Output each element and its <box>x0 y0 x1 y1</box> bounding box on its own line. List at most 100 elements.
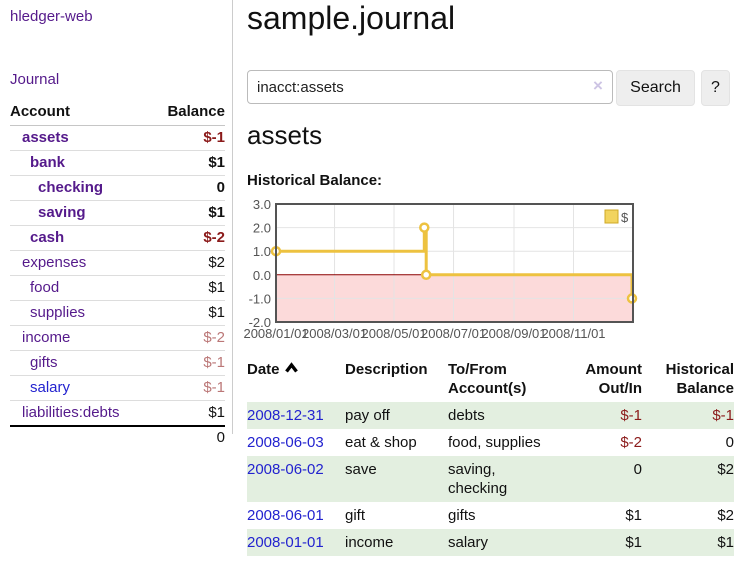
transaction-amount: $-1 <box>620 407 642 424</box>
register-header-amount: Amount Out/In <box>585 361 642 397</box>
search-input[interactable] <box>247 70 613 104</box>
sidebar-account-link-cash[interactable]: cash <box>30 229 65 246</box>
x-tick-label: 2008/01/01 <box>243 326 308 341</box>
register-header-balance: Historical Balance <box>665 361 734 397</box>
transaction-balance: 0 <box>725 434 734 451</box>
account-row: bank $1 <box>10 150 225 176</box>
account-balance: $1 <box>150 300 225 326</box>
account-row: saving $1 <box>10 200 225 226</box>
transaction-accounts: saving, checking <box>448 461 508 497</box>
sidebar-account-link-income[interactable]: income <box>22 329 71 346</box>
transaction-balance: $2 <box>717 507 734 524</box>
transaction-accounts: gifts <box>448 507 476 524</box>
account-row: income $-2 <box>10 325 225 351</box>
transaction-amount: $1 <box>625 507 642 524</box>
x-tick-label: 2008/05/01 <box>361 326 426 341</box>
x-tick-label: 2008/07/01 <box>421 326 486 341</box>
sidebar-account-link-expenses[interactable]: expenses <box>22 254 87 271</box>
date-header-label: Date <box>247 361 280 378</box>
register-header-accounts: To/From Account(s) <box>448 361 527 397</box>
transaction-amount: $1 <box>625 534 642 551</box>
brand-link[interactable]: hledger-web <box>10 8 93 25</box>
transaction-date-link[interactable]: 2008-06-03 <box>247 434 324 451</box>
account-row: food $1 <box>10 275 225 301</box>
account-balance: $2 <box>150 250 225 276</box>
page-title: sample.journal <box>247 0 456 36</box>
account-row: cash $-2 <box>10 225 225 251</box>
register-row: 2008-06-01 gift gifts $1 $2 <box>247 502 734 529</box>
sidebar-account-link-food[interactable]: food <box>30 279 60 296</box>
account-row: supplies $1 <box>10 300 225 326</box>
sidebar-account-link-salary[interactable]: salary <box>30 379 71 396</box>
data-point-marker <box>420 269 432 281</box>
y-tick-label: 0.0 <box>253 268 271 283</box>
y-tick-label: 3.0 <box>253 197 271 212</box>
account-row: liabilities:debts $1 <box>10 401 225 427</box>
account-row: expenses $2 <box>10 250 225 276</box>
account-balance: $-1 <box>150 350 225 376</box>
transaction-description: pay off <box>345 407 390 424</box>
y-tick-label: -1.0 <box>249 291 271 306</box>
account-balance: $1 <box>150 275 225 301</box>
sidebar-account-link-saving[interactable]: saving <box>38 204 86 221</box>
historical-balance-chart: 3.0 2.0 1.0 0.0 -1.0 -2.0 2008/01/01 2008/03/01… <box>243 196 647 346</box>
account-balance: $1 <box>208 404 225 421</box>
y-tick-label: -2.0 <box>249 315 271 330</box>
accounts-table-header: Account Balance <box>10 100 225 126</box>
transaction-date-link[interactable]: 2008-06-01 <box>247 507 324 524</box>
help-button[interactable]: ? <box>701 70 730 106</box>
transaction-amount: 0 <box>633 461 642 478</box>
transaction-balance: $2 <box>717 461 734 478</box>
account-balance: $-2 <box>150 325 225 351</box>
legend-label: $ <box>621 210 629 225</box>
transaction-balance: $1 <box>717 534 734 551</box>
legend-swatch <box>604 209 619 224</box>
account-balance: $-1 <box>150 125 225 151</box>
sidebar-account-link-bank[interactable]: bank <box>30 154 66 171</box>
sidebar-account-link-supplies[interactable]: supplies <box>30 304 86 321</box>
x-tick-label: 2008/03/01 <box>302 326 367 341</box>
account-row: checking 0 <box>10 175 225 201</box>
register-header-description: Description <box>345 361 428 378</box>
accounts-total-row: 0 <box>10 425 225 449</box>
transaction-description: save <box>345 461 377 478</box>
register-row: 2008-06-02 save saving, checking 0 $2 <box>247 456 734 502</box>
register-table: Date Description To/From Account(s) Amou… <box>247 358 734 556</box>
register-header-row: Date Description To/From Account(s) Amou… <box>247 358 734 402</box>
transaction-balance: $-1 <box>712 407 734 424</box>
chart-section-label: Historical Balance: <box>247 172 383 189</box>
transaction-amount: $-2 <box>620 434 642 451</box>
sidebar: hledger-web Journal Account Balance asse… <box>0 0 233 449</box>
account-balance: $-2 <box>150 225 225 251</box>
sidebar-account-link-liabilities-debts[interactable]: liabilities:debts <box>22 404 120 421</box>
transaction-accounts: salary <box>448 534 489 551</box>
transaction-description: gift <box>345 507 366 524</box>
register-header-date[interactable]: Date <box>247 358 345 402</box>
account-heading: assets <box>247 120 323 150</box>
transaction-date-link[interactable]: 2008-01-01 <box>247 534 324 551</box>
x-tick-label: 2008/09/01 <box>481 326 546 341</box>
account-balance: $1 <box>150 150 225 176</box>
transaction-accounts: food, supplies <box>448 434 541 451</box>
register-row: 2008-12-31 pay off debts $-1 $-1 <box>247 402 734 429</box>
register-rows: 2008-12-31 pay off debts $-1 $-1 2008-06-03 ea… <box>247 402 734 556</box>
search-button[interactable]: Search <box>616 70 695 106</box>
register-row: 2008-01-01 income salary $1 $1 <box>247 529 734 556</box>
accounts-table: Account Balance assets $-1 bank $1 checking 0… <box>10 100 225 449</box>
account-row: assets $-1 <box>10 125 225 151</box>
search-bar: × Search ? <box>247 70 730 106</box>
transaction-date-link[interactable]: 2008-06-02 <box>247 461 324 478</box>
x-tick-label: 2008/11/01 <box>541 326 605 341</box>
data-point-marker <box>419 222 430 233</box>
transaction-date-link[interactable]: 2008-12-31 <box>247 407 324 424</box>
sidebar-account-link-gifts[interactable]: gifts <box>30 354 58 371</box>
sidebar-item-journal[interactable]: Journal <box>10 71 60 88</box>
account-row: gifts $-1 <box>10 350 225 376</box>
chart-canvas: 3.0 2.0 1.0 0.0 -1.0 -2.02008/01/012008/03/01… <box>243 197 638 341</box>
clear-search-icon[interactable]: × <box>593 76 603 95</box>
sidebar-account-link-checking[interactable]: checking <box>38 179 104 196</box>
account-row: salary $-1 <box>10 375 225 401</box>
sidebar-account-link-assets[interactable]: assets <box>22 129 69 146</box>
accounts-header-account: Account <box>10 100 151 126</box>
y-tick-label: 1.0 <box>253 244 271 259</box>
